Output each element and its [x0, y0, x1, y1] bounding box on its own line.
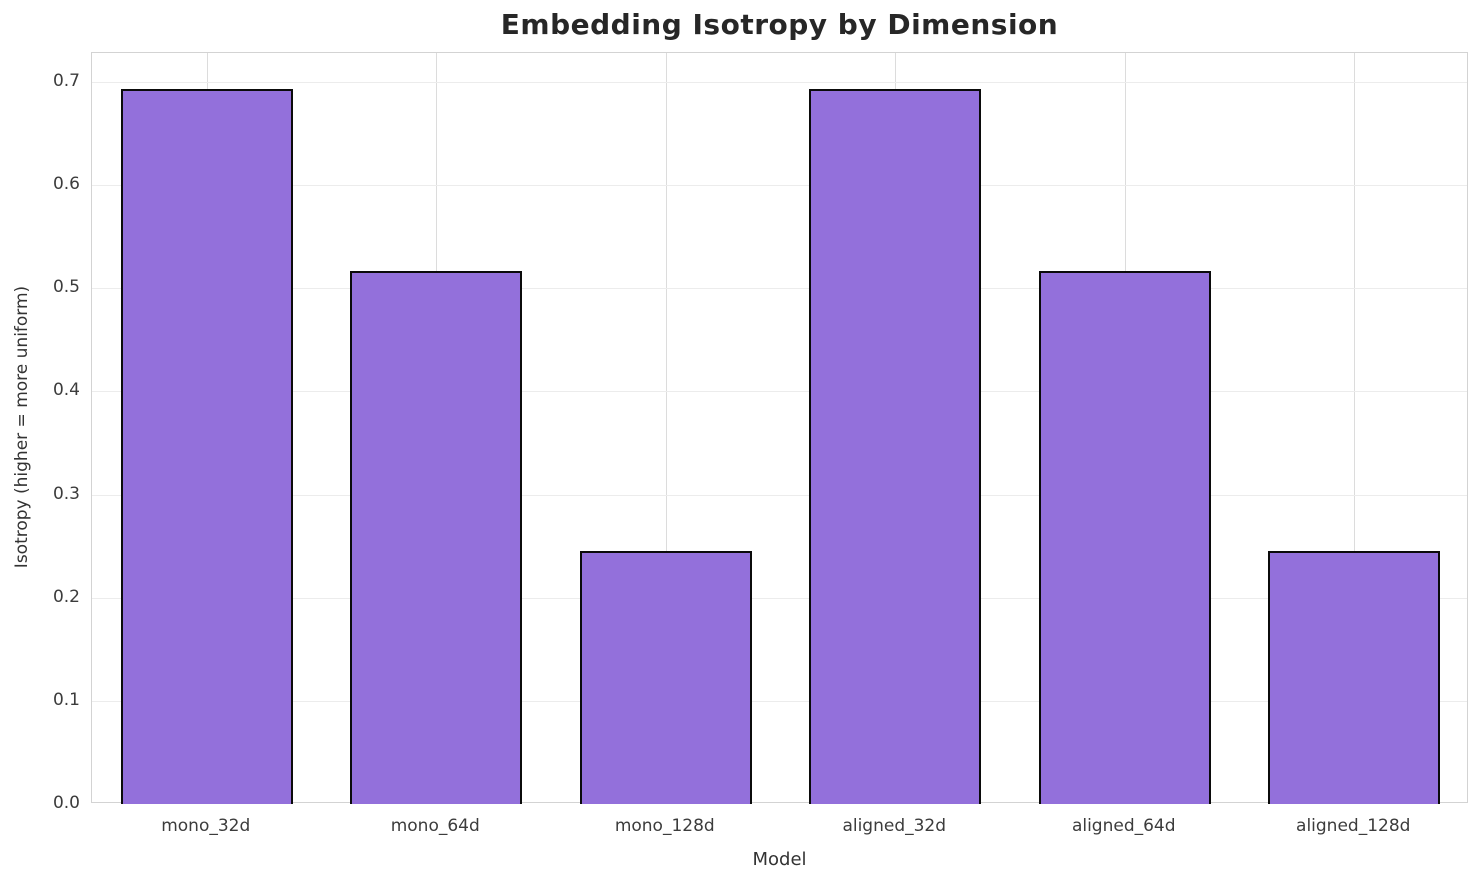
y-tick-label: 0.5 — [52, 277, 80, 298]
gridline-vertical — [665, 53, 667, 802]
chart-title: Embedding Isotropy by Dimension — [500, 8, 1059, 41]
bar-mono_128d — [579, 551, 752, 804]
y-tick-label: 0.3 — [52, 483, 80, 504]
y-tick-label: 0.1 — [52, 689, 80, 710]
gridline-horizontal — [92, 288, 1467, 290]
plot-area — [91, 52, 1468, 804]
y-tick-label: 0.4 — [52, 380, 80, 401]
gridline-horizontal — [92, 81, 1467, 83]
gridline-horizontal — [92, 494, 1467, 496]
gridline-horizontal — [92, 185, 1467, 187]
bar-mono_32d — [120, 89, 293, 804]
gridline-horizontal — [92, 700, 1467, 702]
x-tick-label-aligned_64d: aligned_64d — [1071, 816, 1176, 836]
y-axis-label: Isotropy (higher = more uniform) — [12, 285, 32, 569]
x-tick-label-mono_32d: mono_32d — [161, 816, 251, 836]
gridline-horizontal — [92, 391, 1467, 393]
bar-mono_64d — [350, 270, 523, 804]
bar-aligned_64d — [1038, 270, 1211, 804]
x-tick-label-mono_128d: mono_128d — [614, 816, 715, 836]
bar-aligned_128d — [1268, 551, 1441, 804]
x-axis-label: Model — [752, 849, 807, 870]
x-tick-label-mono_64d: mono_64d — [390, 816, 480, 836]
y-tick-label: 0.7 — [52, 70, 80, 91]
bar-aligned_32d — [809, 89, 982, 804]
gridline-vertical — [1354, 53, 1356, 802]
y-tick-label: 0.6 — [52, 174, 80, 195]
gridline-horizontal — [92, 597, 1467, 599]
y-tick-label: 0.2 — [52, 586, 80, 607]
x-tick-label-aligned_32d: aligned_32d — [842, 816, 947, 836]
y-tick-label: 0.0 — [52, 793, 80, 813]
x-tick-label-aligned_128d: aligned_128d — [1296, 816, 1411, 836]
